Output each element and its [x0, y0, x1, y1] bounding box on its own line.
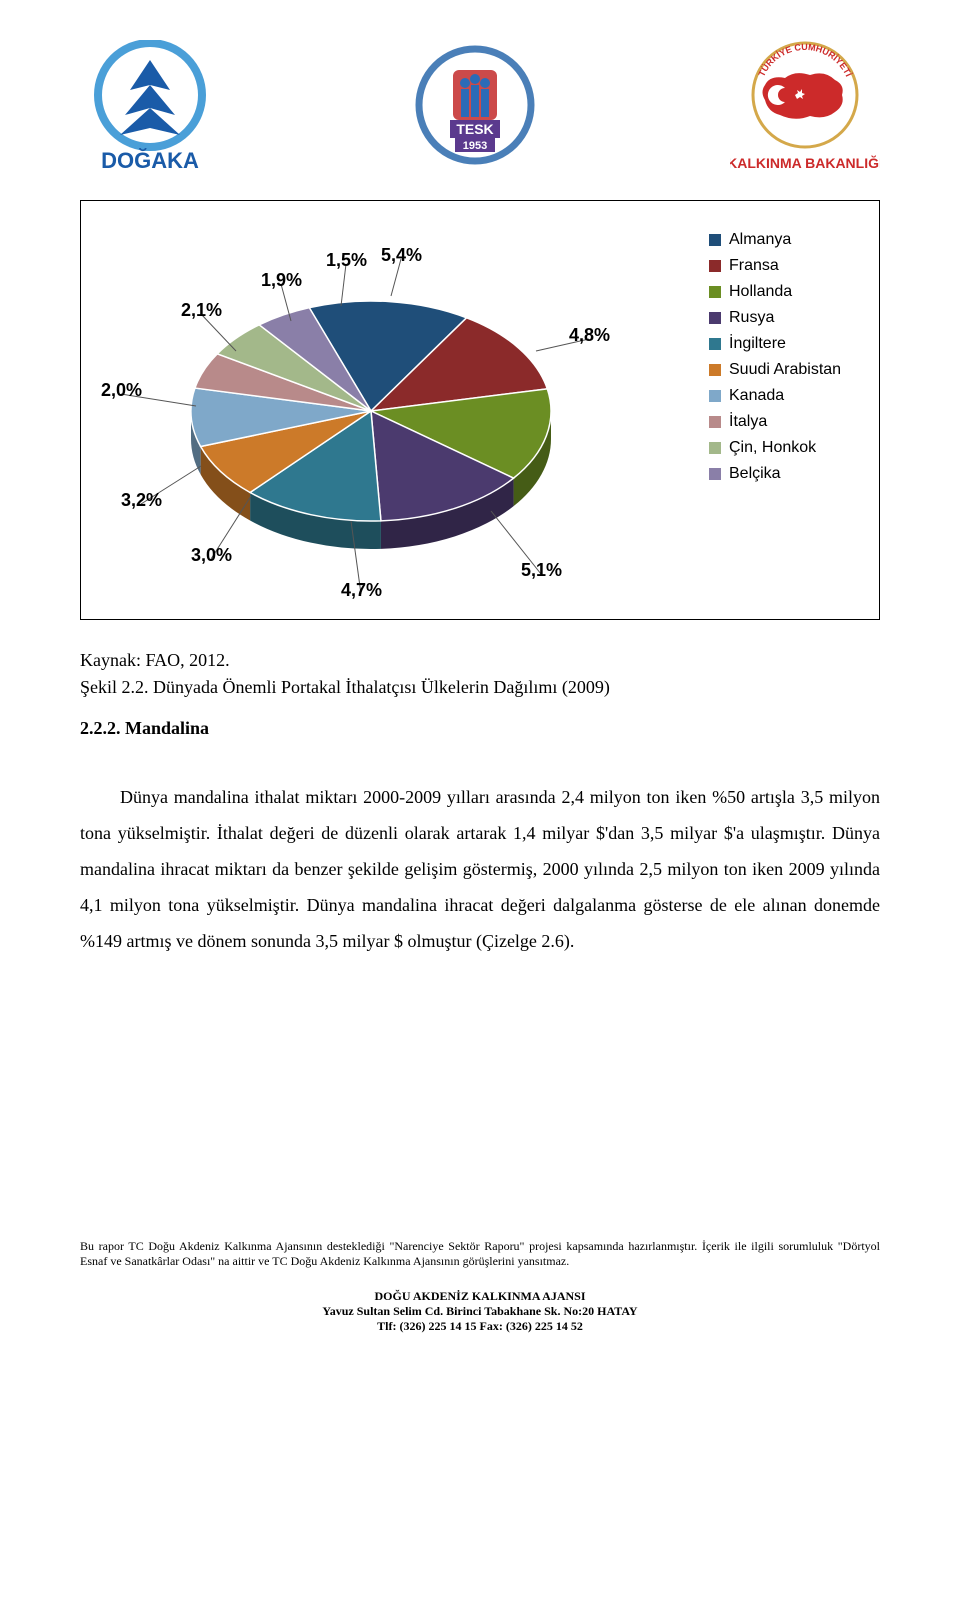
pie-slice-label: 4,8% — [569, 325, 610, 345]
legend-label: Suudi Arabistan — [729, 361, 841, 379]
header-logos: DOĞAKA TESK 1953 — [80, 40, 880, 180]
pie-slice-label: 5,1% — [521, 560, 562, 580]
chart-source-caption: Kaynak: FAO, 2012. — [80, 650, 880, 671]
pie-slice-label: 3,0% — [191, 545, 232, 565]
legend-item: Hollanda — [709, 283, 869, 301]
pie-slice-label: 2,0% — [101, 380, 142, 400]
legend-item: Suudi Arabistan — [709, 361, 869, 379]
legend-swatch — [709, 390, 721, 402]
legend-swatch — [709, 468, 721, 480]
pie-slice-label: 3,2% — [121, 490, 162, 510]
dogaka-logo-icon: DOĞAKA — [80, 40, 220, 180]
legend-swatch — [709, 338, 721, 350]
pie-slice-label: 1,5% — [326, 250, 367, 270]
logo-dogaka: DOĞAKA — [80, 40, 220, 180]
legend-swatch — [709, 260, 721, 272]
legend-swatch — [709, 364, 721, 376]
footer-line-3: Tlf: (326) 225 14 15 Fax: (326) 225 14 5… — [80, 1319, 880, 1334]
logo-bakanlik: KALKINMA BAKANLIĞI TÜRKİYE CUMHURİYETİ — [730, 40, 880, 180]
legend-item: Kanada — [709, 387, 869, 405]
legend-label: İtalya — [729, 413, 767, 431]
legend-label: Fransa — [729, 257, 779, 275]
legend-label: Rusya — [729, 309, 774, 327]
logo-tesk: TESK 1953 — [415, 45, 535, 175]
chart-figure-caption: Şekil 2.2. Dünyada Önemli Portakal İthal… — [80, 677, 880, 698]
legend-label: Çin, Honkok — [729, 439, 816, 457]
legend-item: Rusya — [709, 309, 869, 327]
section-heading: 2.2.2. Mandalina — [80, 718, 880, 739]
legend-item: Belçika — [709, 465, 869, 483]
legend-label: Belçika — [729, 465, 781, 483]
legend-item: Almanya — [709, 231, 869, 249]
pie-slice-label: 1,9% — [261, 270, 302, 290]
legend-item: Çin, Honkok — [709, 439, 869, 457]
svg-text:TESK: TESK — [456, 121, 493, 137]
legend-item: Fransa — [709, 257, 869, 275]
pie-slice-label: 4,7% — [341, 580, 382, 600]
chart-legend: Almanya Fransa Hollanda Rusya İngiltere Suudi… — [709, 221, 869, 599]
body-paragraph: Dünya mandalina ithalat miktarı 2000-200… — [80, 779, 880, 959]
legend-swatch — [709, 442, 721, 454]
legend-label: Kanada — [729, 387, 784, 405]
pie-slice-label: 5,4% — [381, 245, 422, 265]
footer-line-2: Yavuz Sultan Selim Cd. Birinci Tabakhane… — [80, 1304, 880, 1319]
svg-text:1953: 1953 — [463, 140, 487, 152]
pie-slice-label: 2,1% — [181, 300, 222, 320]
tesk-logo-icon: TESK 1953 — [415, 45, 535, 175]
footer-address-block: DOĞU AKDENİZ KALKINMA AJANSI Yavuz Sulta… — [80, 1289, 880, 1334]
legend-label: İngiltere — [729, 335, 786, 353]
legend-swatch — [709, 234, 721, 246]
legend-item: İngiltere — [709, 335, 869, 353]
footer-line-1: DOĞU AKDENİZ KALKINMA AJANSI — [80, 1289, 880, 1304]
legend-swatch — [709, 312, 721, 324]
legend-label: Hollanda — [729, 283, 792, 301]
footer-disclaimer: Bu rapor TC Doğu Akdeniz Kalkınma Ajansı… — [80, 1239, 880, 1269]
legend-swatch — [709, 416, 721, 428]
legend-swatch — [709, 286, 721, 298]
svg-text:DOĞAKA: DOĞAKA — [101, 148, 199, 173]
pie-chart-container: 1,5% 5,4% 4,8% 5,1% 4,7% 3,0% 3,2% 2,0% 2,1% 1,9%… — [80, 200, 880, 620]
legend-label: Almanya — [729, 231, 791, 249]
legend-item: İtalya — [709, 413, 869, 431]
bakanlik-logo-icon: KALKINMA BAKANLIĞI TÜRKİYE CUMHURİYETİ — [730, 40, 880, 180]
page-footer: Bu rapor TC Doğu Akdeniz Kalkınma Ajansı… — [80, 1239, 880, 1334]
svg-text:KALKINMA BAKANLIĞI: KALKINMA BAKANLIĞI — [730, 154, 880, 171]
pie-chart: 1,5% 5,4% 4,8% 5,1% 4,7% 3,0% 3,2% 2,0% 2,1% 1,9% — [91, 221, 689, 599]
